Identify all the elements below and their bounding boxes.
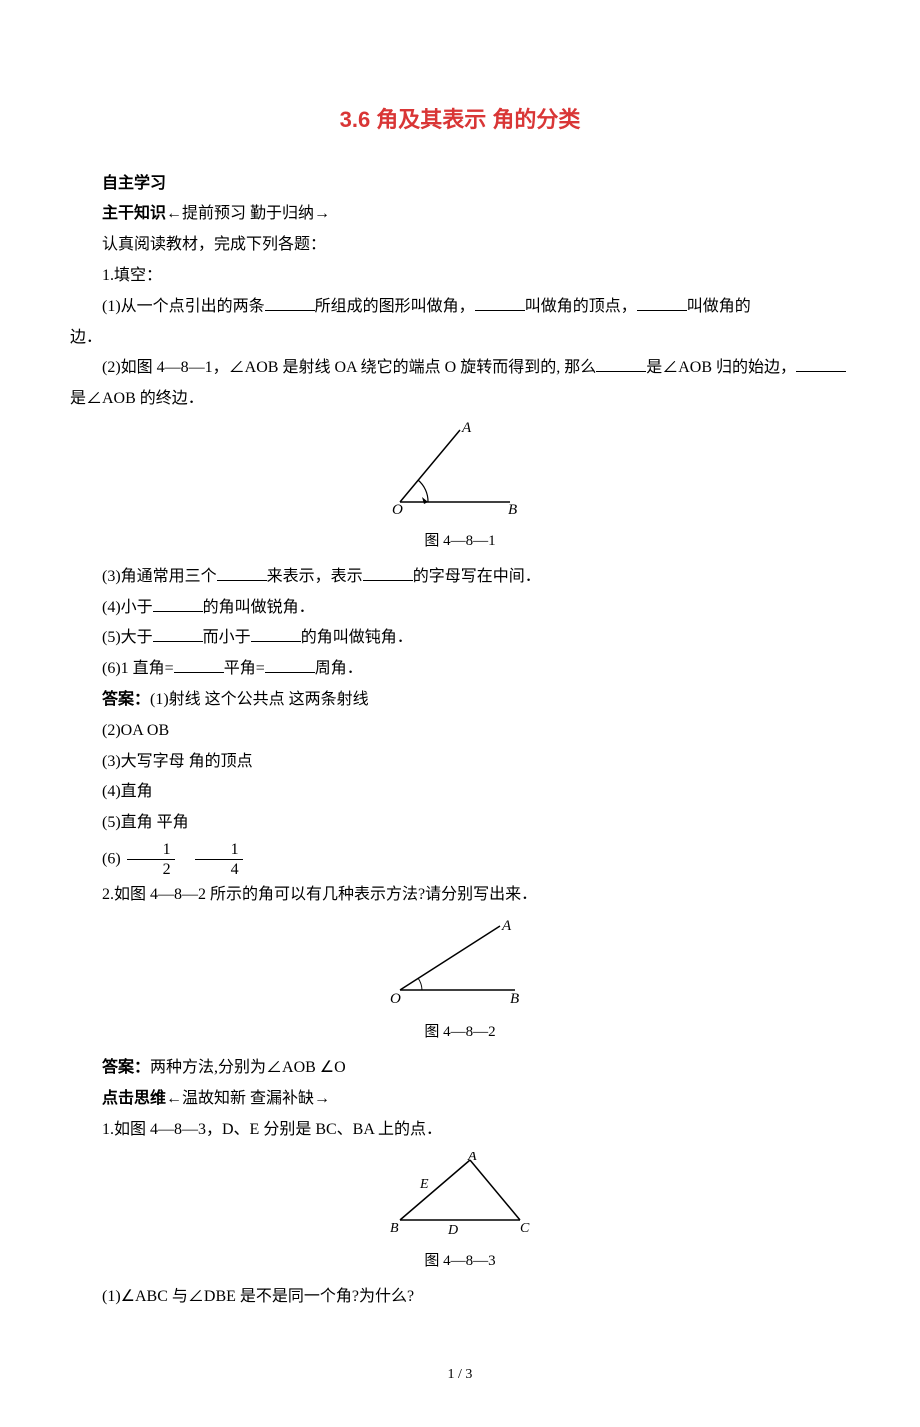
q1-1-a: (1)从一个点引出的两条 xyxy=(102,298,265,315)
intro-text: 认真阅读教材，完成下列各题： xyxy=(70,231,850,260)
q1-1: (1)从一个点引出的两条 所组成的图形叫做角， 叫做角的顶点， 叫做角的 xyxy=(70,293,850,322)
frac-den: 2 xyxy=(127,860,175,879)
q1-6-a: (6)1 直角= xyxy=(102,660,174,677)
a3: (3)大写字母 角的顶点 xyxy=(70,748,850,777)
label-E: E xyxy=(419,1177,429,1192)
label-B: B xyxy=(390,1221,399,1236)
p1-1: (1)∠ABC 与∠DBE 是不是同一个角?为什么? xyxy=(70,1283,850,1312)
fraction-1-2: 12 xyxy=(127,840,175,879)
a4: (4)直角 xyxy=(70,778,850,807)
blank xyxy=(265,294,315,311)
a2: (2)OA OB xyxy=(70,717,850,746)
q1-4-a: (4)小于 xyxy=(102,599,153,616)
label-A: A xyxy=(467,1152,477,1164)
frac-num: 1 xyxy=(195,840,243,860)
q1-3-b: 来表示，表示 xyxy=(267,568,363,585)
q1-5-c: 的角叫做钝角． xyxy=(301,629,413,646)
answer-label: 答案： xyxy=(102,691,150,708)
blank xyxy=(475,294,525,311)
blank xyxy=(153,595,203,612)
q1-4-b: 的角叫做锐角． xyxy=(203,599,315,616)
label-O: O xyxy=(392,502,403,517)
q1-3: (3)角通常用三个 来表示，表示 的字母写在中间． xyxy=(70,563,850,592)
label-A: A xyxy=(461,422,472,436)
q1-2-b: 是∠AOB 归的始边， xyxy=(646,359,796,376)
heading-click-think: 点击思维←温故知新 查漏补缺→ xyxy=(70,1085,850,1114)
page-title: 3.6 角及其表示 角的分类 xyxy=(70,100,850,140)
page-number: 1 / 3 xyxy=(70,1362,850,1387)
figure-4-8-2: O A B 图 4—8—2 xyxy=(70,918,850,1046)
figure-1-caption: 图 4—8—1 xyxy=(70,528,850,555)
main-knowledge-label: 主干知识 xyxy=(102,205,166,222)
a5: (5)直角 平角 xyxy=(70,809,850,838)
q2: 2.如图 4—8—2 所示的角可以有几种表示方法?请分别写出来． xyxy=(70,881,850,910)
fraction-1-4: 14 xyxy=(195,840,243,879)
label-D: D xyxy=(447,1223,458,1237)
answer-1: 答案：(1)射线 这个公共点 这两条射线 xyxy=(70,686,850,715)
q1-3-a: (3)角通常用三个 xyxy=(102,568,217,585)
label-B: B xyxy=(508,502,517,517)
ans2: 两种方法,分别为∠AOB ∠O xyxy=(150,1059,346,1076)
frac-num: 1 xyxy=(127,840,175,860)
blank xyxy=(251,625,301,642)
label-O: O xyxy=(390,991,401,1007)
q1-label: 1.填空： xyxy=(70,262,850,291)
frac-den: 4 xyxy=(195,860,243,879)
q1-4: (4)小于 的角叫做锐角． xyxy=(70,594,850,623)
label-B: B xyxy=(510,991,519,1007)
blank xyxy=(596,355,646,372)
blank xyxy=(265,656,315,673)
blank xyxy=(217,564,267,581)
figure-4-8-3: A B C D E 图 4—8—3 xyxy=(70,1152,850,1275)
blank xyxy=(174,656,224,673)
q1-1-cont: 边． xyxy=(70,324,850,353)
answer-2: 答案：两种方法,分别为∠AOB ∠O xyxy=(70,1054,850,1083)
heading-self-study: 自主学习 xyxy=(70,170,850,199)
q1-5-b: 而小于 xyxy=(203,629,251,646)
q1-3-c: 的字母写在中间． xyxy=(413,568,541,585)
figure-3-caption: 图 4—8—3 xyxy=(70,1248,850,1275)
q1-6: (6)1 直角= 平角= 周角． xyxy=(70,655,850,684)
heading-main-knowledge: 主干知识←提前预习 勤于归纳→ xyxy=(70,200,850,229)
q1-6-b: 平角= xyxy=(224,660,265,677)
q1-2-cont: 是∠AOB 的终边． xyxy=(70,385,850,414)
q1-1-b: 所组成的图形叫做角， xyxy=(315,298,475,315)
figure-4-8-1: O A B 图 4—8—1 xyxy=(70,422,850,555)
q1-2: (2)如图 4—8—1，∠AOB 是射线 OA 绕它的端点 O 旋转而得到的, … xyxy=(70,354,850,383)
q1-1-c: 叫做角的顶点， xyxy=(525,298,637,315)
q1-5: (5)大于 而小于 的角叫做钝角． xyxy=(70,624,850,653)
q1-2-a: (2)如图 4—8—1，∠AOB 是射线 OA 绕它的端点 O 旋转而得到的, … xyxy=(102,359,596,376)
a6: (6) 12 14 xyxy=(70,840,850,879)
p1: 1.如图 4—8—3，D、E 分别是 BC、BA 上的点． xyxy=(70,1116,850,1145)
label-C: C xyxy=(520,1221,530,1236)
answer-label: 答案： xyxy=(102,1059,150,1076)
click-think-label: 点击思维 xyxy=(102,1090,166,1107)
click-think-rest: ←温故知新 查漏补缺→ xyxy=(166,1090,330,1107)
blank xyxy=(637,294,687,311)
a6-pre: (6) xyxy=(102,850,121,867)
a1: (1)射线 这个公共点 这两条射线 xyxy=(150,691,369,708)
figure-2-caption: 图 4—8—2 xyxy=(70,1019,850,1046)
q1-6-c: 周角． xyxy=(315,660,363,677)
q1-1-d: 叫做角的 xyxy=(687,298,751,315)
blank xyxy=(796,355,846,372)
main-knowledge-rest: ←提前预习 勤于归纳→ xyxy=(166,205,330,222)
blank xyxy=(363,564,413,581)
label-A: A xyxy=(501,918,512,934)
q1-5-a: (5)大于 xyxy=(102,629,153,646)
blank xyxy=(153,625,203,642)
